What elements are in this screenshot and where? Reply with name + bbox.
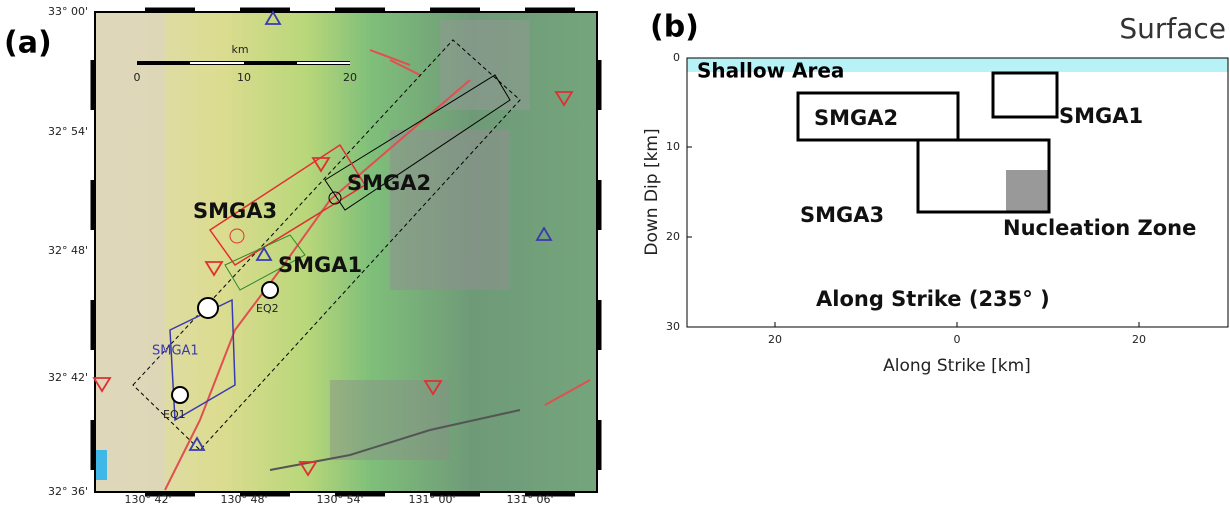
map-mountain	[390, 130, 510, 290]
smga2-label: SMGA2	[347, 171, 431, 195]
x-tick-label: 20	[1132, 333, 1146, 346]
map-panel: km 0 10 20 SMGA3 SMGA2 SMGA1 SMGA1 EQ2 E…	[4, 5, 599, 506]
scale-tick: 20	[343, 71, 357, 84]
x-tick-label: 20	[768, 333, 782, 346]
focal-mechanism	[198, 298, 218, 318]
lat-label: 32° 48'	[48, 244, 88, 257]
scale-bar	[190, 62, 244, 64]
focal-mechanism	[262, 282, 278, 298]
lon-label: 131° 00'	[408, 493, 455, 506]
lon-label: 130° 42'	[124, 493, 171, 506]
figure: km 0 10 20 SMGA3 SMGA2 SMGA1 SMGA1 EQ2 E…	[0, 0, 1230, 506]
y-tick-label: 30	[666, 320, 680, 333]
scale-bar	[297, 62, 350, 64]
strike-note: Along Strike (235° )	[816, 287, 1050, 311]
y-axis-title: Down Dip [km]	[642, 128, 662, 255]
y-tick-label: 20	[666, 230, 680, 243]
nucleation-zone	[1006, 170, 1049, 212]
y-tick-label: 0	[673, 51, 680, 64]
smga1-blue-label: SMGA1	[152, 344, 199, 359]
smga1-rect	[993, 73, 1057, 117]
nucleation-label: Nucleation Zone	[1003, 216, 1196, 240]
lon-label: 130° 54'	[316, 493, 363, 506]
smga1-label: SMGA1	[1059, 104, 1143, 128]
x-tick-label: 0	[954, 333, 961, 346]
lon-label: 131° 06'	[506, 493, 553, 506]
lat-label: 32° 42'	[48, 371, 88, 384]
smga3-label: SMGA3	[800, 203, 884, 227]
x-axis-title: Along Strike [km]	[883, 356, 1031, 376]
scale-tick: 10	[237, 71, 251, 84]
smga2-label: SMGA2	[814, 106, 898, 130]
lat-label: 33° 00'	[48, 5, 88, 18]
lon-label: 130° 48'	[220, 493, 267, 506]
y-tick-label: 10	[666, 140, 680, 153]
eq1-label: EQ1	[163, 408, 186, 421]
fault-model-panel: (b) Surface Shallow Area SMGA1 SMGA2 SMG…	[642, 10, 1228, 377]
focal-mechanism	[172, 387, 188, 403]
map-sea	[95, 450, 107, 480]
surface-label: Surface	[1119, 12, 1226, 45]
panel-label: (b)	[650, 10, 699, 45]
map-plain	[95, 12, 165, 492]
lat-label: 32° 36'	[48, 485, 88, 498]
shallow-label: Shallow Area	[697, 59, 844, 83]
smga3-label: SMGA3	[193, 199, 277, 223]
panel-label: (a)	[4, 26, 52, 61]
lat-label: 32° 54'	[48, 125, 88, 138]
scale-tick: 0	[134, 71, 141, 84]
eq2-label: EQ2	[256, 302, 279, 315]
smga1-label: SMGA1	[278, 253, 362, 277]
scale-unit: km	[231, 43, 248, 56]
